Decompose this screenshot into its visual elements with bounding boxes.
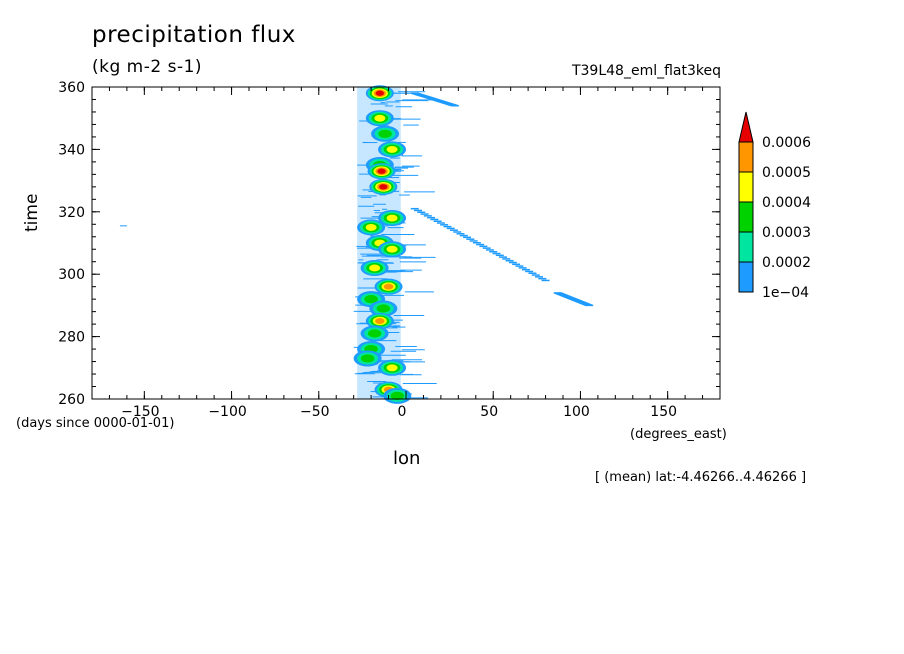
precip-blob	[386, 145, 398, 153]
plot-content	[119, 85, 594, 404]
chart-title: precipitation flux	[92, 22, 296, 48]
colorbar-extend-arrow	[738, 111, 754, 143]
precip-blob	[364, 295, 378, 304]
y-tick-label: 340	[58, 142, 85, 158]
precip-blob	[383, 283, 394, 290]
x-tick-label: 100	[563, 404, 590, 420]
y-tick-label: 300	[58, 267, 85, 283]
colorbar-segment	[738, 231, 754, 263]
y-axis-units: (days since 0000-01-01)	[16, 416, 175, 431]
precip-blob	[386, 364, 398, 372]
precip-blob	[367, 329, 382, 338]
y-tick-label: 260	[58, 392, 85, 408]
precip-blob	[390, 391, 405, 400]
precip-blob	[360, 354, 375, 363]
x-axis-label: lon	[393, 448, 421, 469]
x-tick-label: −50	[300, 404, 330, 420]
x-tick-label: −150	[121, 404, 159, 420]
colorbar-label: 0.0004	[762, 195, 811, 211]
precip-blob	[369, 264, 381, 272]
x-tick-label: 150	[650, 404, 677, 420]
precip-blob	[386, 245, 398, 253]
precip-blob	[374, 114, 386, 122]
x-tick-label: 50	[480, 404, 498, 420]
plot-frame	[91, 86, 721, 400]
x-tick-label: −100	[208, 404, 246, 420]
precip-blob	[365, 223, 377, 231]
precip-blob	[376, 304, 391, 313]
colorbar: 1e−04 0.0002 0.0003 0.0004 0.0005 0.0006	[738, 111, 811, 301]
x-tick-label: 0	[398, 404, 407, 420]
precip-blob	[378, 129, 392, 138]
region-note: [ (mean) lat:-4.46266..4.46266 ]	[595, 470, 807, 485]
colorbar-segment	[738, 201, 754, 233]
precip-blob	[375, 318, 385, 324]
precip-blob	[379, 184, 388, 190]
colorbar-label: 0.0003	[762, 225, 811, 241]
colorbar-label: 1e−04	[762, 285, 809, 301]
colorbar-label: 0.0002	[762, 255, 811, 271]
chart-units: (kg m-2 s-1)	[92, 57, 203, 77]
axes: −150 −100 −50 0 50 100 150 260 280 300 320 340 360	[58, 80, 721, 420]
precip-blob	[377, 168, 386, 174]
y-tick-label: 280	[58, 330, 85, 346]
colorbar-label: 0.0006	[762, 135, 811, 151]
y-tick-label: 320	[58, 205, 85, 221]
colorbar-segment	[738, 171, 754, 203]
precip-blob	[375, 90, 384, 96]
x-axis-units: (degrees_east)	[630, 427, 727, 442]
run-id-label: T39L48_eml_flat3keq	[571, 63, 721, 79]
colorbar-label: 0.0005	[762, 165, 811, 181]
colorbar-segment	[738, 261, 754, 293]
colorbar-segment	[738, 141, 754, 173]
y-tick-label: 360	[58, 80, 85, 96]
precip-blob	[386, 214, 398, 222]
